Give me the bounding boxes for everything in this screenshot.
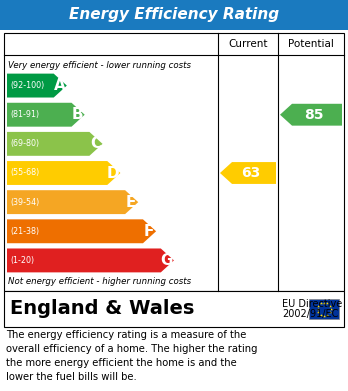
Text: (21-38): (21-38) bbox=[10, 227, 39, 236]
Text: F: F bbox=[144, 224, 154, 239]
Polygon shape bbox=[7, 74, 67, 97]
Text: Very energy efficient - lower running costs: Very energy efficient - lower running co… bbox=[8, 61, 191, 70]
Polygon shape bbox=[280, 104, 342, 126]
Text: Not energy efficient - higher running costs: Not energy efficient - higher running co… bbox=[8, 276, 191, 285]
Bar bbox=[4, 33, 344, 291]
Bar bbox=[0, 0, 348, 30]
Polygon shape bbox=[220, 162, 276, 184]
Text: 85: 85 bbox=[304, 108, 323, 122]
Polygon shape bbox=[7, 161, 120, 185]
Polygon shape bbox=[7, 103, 85, 127]
Text: C: C bbox=[90, 136, 101, 151]
Text: (1-20): (1-20) bbox=[10, 256, 34, 265]
Bar bbox=[4, 291, 344, 327]
Text: B: B bbox=[72, 107, 83, 122]
Polygon shape bbox=[7, 248, 174, 273]
Text: (55-68): (55-68) bbox=[10, 169, 39, 178]
Text: A: A bbox=[54, 78, 65, 93]
Text: E: E bbox=[126, 195, 136, 210]
Text: The energy efficiency rating is a measure of the
overall efficiency of a home. T: The energy efficiency rating is a measur… bbox=[6, 330, 258, 382]
Text: 63: 63 bbox=[241, 166, 260, 180]
Bar bbox=[309, 299, 339, 319]
Text: Potential: Potential bbox=[288, 39, 334, 49]
Text: Current: Current bbox=[228, 39, 268, 49]
Text: (81-91): (81-91) bbox=[10, 110, 39, 119]
Text: G: G bbox=[160, 253, 173, 268]
Text: EU Directive: EU Directive bbox=[282, 299, 342, 309]
Text: D: D bbox=[107, 165, 119, 181]
Text: 2002/91/EC: 2002/91/EC bbox=[282, 309, 338, 319]
Polygon shape bbox=[7, 190, 138, 214]
Text: (69-80): (69-80) bbox=[10, 139, 39, 148]
Text: England & Wales: England & Wales bbox=[10, 300, 195, 319]
Text: (92-100): (92-100) bbox=[10, 81, 44, 90]
Text: Energy Efficiency Rating: Energy Efficiency Rating bbox=[69, 7, 279, 23]
Polygon shape bbox=[7, 219, 156, 243]
Text: (39-54): (39-54) bbox=[10, 197, 39, 206]
Polygon shape bbox=[7, 132, 103, 156]
